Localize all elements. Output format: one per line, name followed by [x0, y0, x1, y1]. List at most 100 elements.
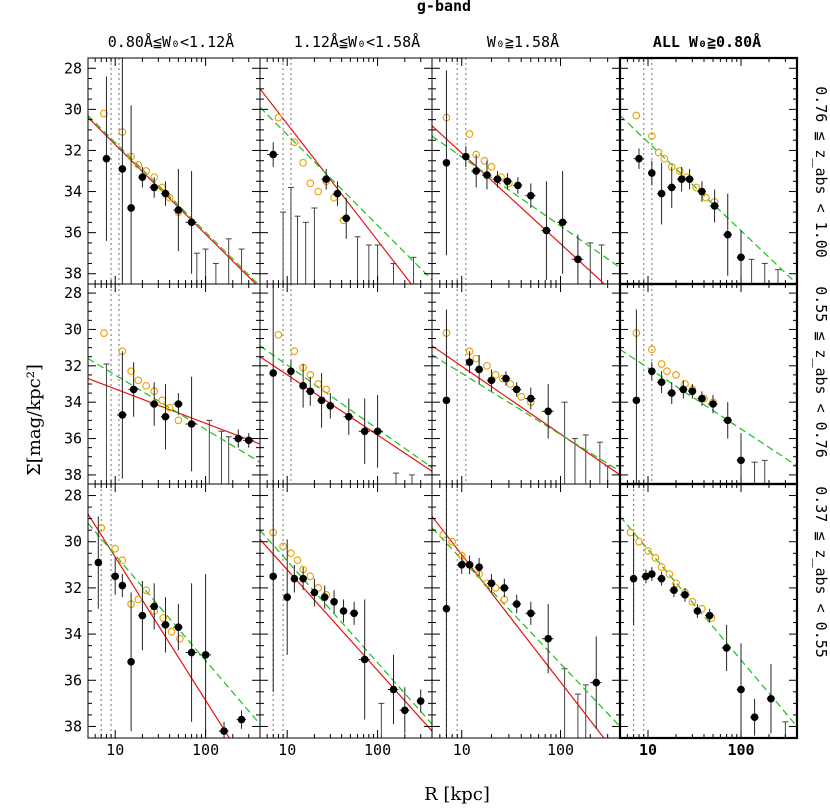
orange-point: [100, 109, 108, 118]
orange-point: [487, 163, 496, 171]
data-point: [514, 181, 522, 190]
y-tick-label: 32: [64, 357, 82, 375]
data-point: [574, 255, 582, 264]
data-point: [161, 189, 170, 198]
orange-point: [306, 572, 315, 581]
data-point: [558, 218, 567, 227]
data-point: [299, 382, 307, 390]
orange-point: [274, 331, 283, 339]
data-point: [174, 623, 183, 631]
data-point: [102, 154, 111, 163]
orange-point: [165, 403, 174, 412]
orange-point: [644, 547, 652, 555]
col-title-3: W₀≧1.58Å: [487, 32, 559, 51]
data-point: [648, 367, 656, 376]
data-point: [187, 648, 196, 657]
x-tick-label: 100: [727, 741, 754, 759]
data-point: [150, 602, 158, 611]
data-point: [333, 189, 342, 198]
data-point: [201, 651, 210, 659]
data-point: [138, 173, 147, 181]
col-title-1: 0.80Å≦W₀<1.12Å: [108, 32, 234, 51]
orange-point: [448, 537, 457, 546]
orange-point: [322, 385, 331, 394]
data-point: [677, 175, 686, 184]
orange-point: [118, 556, 127, 565]
panel-r1c1: 28 30 32 34 36 38: [64, 57, 261, 285]
data-point: [344, 412, 353, 421]
x-tick-label: 10: [453, 741, 471, 759]
data-point: [299, 574, 307, 583]
panel-frame: [618, 282, 799, 486]
data-point: [750, 713, 759, 722]
data-point: [483, 171, 491, 179]
y-tick-label: 36: [64, 430, 82, 448]
y-tick-label: 32: [64, 141, 82, 159]
data-point: [174, 400, 183, 408]
data-point: [642, 572, 650, 581]
panel-frame: [259, 57, 433, 285]
data-point: [465, 561, 474, 569]
data-point: [269, 572, 278, 581]
data-point: [320, 593, 329, 601]
orange-point: [465, 130, 474, 138]
row-title-3: 0.37 ≦ z_abs < 0.55: [812, 486, 830, 658]
panel-r3c4: 10 100: [618, 482, 799, 759]
data-point: [187, 420, 196, 428]
fit-red: [432, 345, 620, 476]
orange-point: [654, 148, 663, 157]
data-point: [493, 175, 502, 184]
data-point: [269, 369, 278, 377]
orange-point: [127, 367, 135, 376]
x-tick-label: 100: [547, 741, 574, 759]
orange-point: [165, 193, 174, 202]
data-point: [94, 558, 103, 567]
x-tick-label: 100: [364, 741, 391, 759]
y-tick-label: 30: [64, 320, 82, 338]
data-point: [475, 365, 483, 374]
data-point: [500, 584, 509, 592]
y-tick-label: 28: [64, 284, 82, 302]
data-point: [138, 611, 147, 620]
fit-green: [620, 515, 797, 727]
panel-r2c3: [431, 283, 621, 485]
orange-point: [306, 179, 315, 188]
fit-red: [88, 513, 231, 738]
data-point: [400, 706, 409, 715]
orange-point: [134, 160, 143, 169]
data-point: [487, 376, 496, 385]
panel-frame: [431, 57, 621, 285]
orange-point: [672, 371, 680, 379]
row-title-2: 0.55 ≦ z_abs < 0.76: [812, 286, 830, 458]
panel-r2c1: 28 30 32 34 36 38: [64, 283, 261, 485]
y-axis-label: Σ[mag/kpc²]: [24, 364, 45, 476]
y-tick-label: 32: [64, 579, 82, 597]
y-tick-label: 36: [64, 671, 82, 689]
data-point: [161, 621, 170, 629]
data-point: [150, 183, 158, 192]
data-point: [635, 154, 643, 163]
orange-point: [626, 528, 635, 537]
data-point: [526, 191, 535, 200]
data-point: [698, 394, 706, 403]
data-point: [475, 563, 483, 571]
row-title-1: 0.76 ≦ z_abs < 1.00: [812, 86, 830, 258]
data-point: [174, 206, 183, 214]
data-point: [234, 434, 243, 443]
panel-r1c4: [618, 56, 799, 286]
data-point: [667, 389, 676, 397]
orange-point: [314, 187, 323, 196]
fit-green: [88, 115, 259, 284]
panel-r1c2: [259, 57, 433, 285]
data-point: [512, 385, 521, 394]
data-point: [502, 374, 510, 383]
orange-point: [675, 167, 684, 175]
orange-point: [665, 570, 674, 578]
orange-point: [506, 380, 515, 388]
orange-point: [480, 156, 489, 165]
data-point: [269, 150, 278, 159]
orange-point: [647, 132, 656, 140]
data-point: [657, 574, 666, 583]
